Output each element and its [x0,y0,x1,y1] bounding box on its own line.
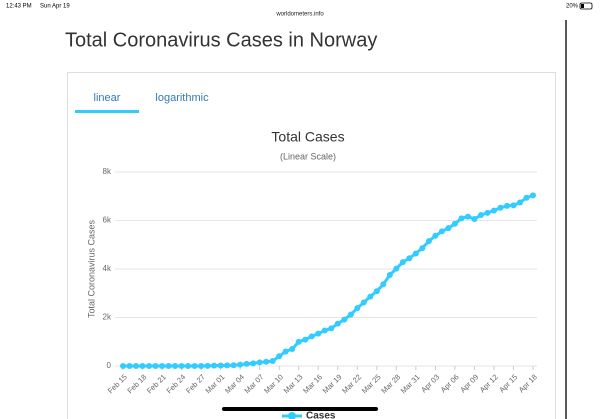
data-point [386,271,393,278]
data-point [185,363,192,369]
data-point [497,204,504,211]
data-point [295,338,302,345]
data-point [230,362,237,369]
battery-icon [579,2,593,10]
data-point [120,363,126,369]
data-point [490,207,497,214]
data-point [399,259,406,266]
data-point [406,255,413,262]
data-point [165,363,172,369]
data-point [419,245,426,252]
y-tick-label: 2k [103,313,112,322]
data-point [224,362,231,369]
page-title: Total Coronavirus Cases in Norway [65,29,377,51]
y-tick-label: 6k [103,216,112,225]
battery-level: 20% [566,4,579,10]
data-point [126,363,133,369]
y-tick-label: 8k [103,167,112,176]
data-point [269,358,276,365]
data-point [393,265,400,272]
data-point [432,232,439,239]
chart-card [67,72,556,419]
data-point [334,320,341,327]
data-point [263,358,270,365]
y-axis-title: Total Coronavirus Cases [86,219,96,318]
data-point [302,336,309,343]
data-point [367,293,374,300]
data-point [451,220,458,227]
data-point [328,325,335,332]
data-point [445,225,452,232]
data-point [360,299,367,306]
data-point [438,228,445,235]
data-point [237,361,244,368]
data-point [347,311,354,318]
data-point [341,316,348,323]
data-point [146,363,153,369]
data-point [250,360,257,367]
data-point [152,363,159,369]
data-point [289,345,296,352]
data-point [321,327,328,334]
data-point [159,363,166,369]
legend-marker [288,412,296,419]
data-point [412,250,419,257]
data-point [172,363,179,369]
data-point [530,192,536,199]
data-point [198,362,205,369]
tab-active-indicator [75,110,139,113]
data-point [510,202,517,209]
data-point [276,353,283,360]
data-point [380,281,387,288]
data-point [523,194,530,201]
status-time: 12:43 PM [6,4,32,10]
data-point [516,199,523,206]
legend-label: Cases [306,411,336,419]
data-point [139,363,146,369]
data-point [133,363,140,369]
data-point [211,362,218,369]
tab-logarithmic[interactable]: logarithmic [155,92,209,104]
chart-title: Total Cases [271,129,344,145]
data-point [464,213,471,220]
data-point [458,215,465,222]
data-point [315,330,322,337]
data-point [373,288,380,295]
data-point [282,348,289,355]
data-point [503,202,510,209]
data-point [204,362,211,369]
data-point [484,209,491,216]
data-point [477,211,484,218]
data-point [256,359,263,366]
y-tick-label: 4k [103,264,112,273]
tab-linear[interactable]: linear [94,92,121,104]
data-point [471,216,478,223]
status-date: Sun Apr 19 [40,4,70,10]
data-point [178,363,185,369]
data-point [308,333,315,340]
data-point [191,362,198,369]
data-point [354,305,361,312]
url[interactable]: worldometers.info [275,12,324,18]
data-point [243,360,250,367]
battery-fill [581,4,584,8]
data-point [425,238,432,245]
data-line [123,193,534,368]
y-tick-label: 0 [107,361,112,370]
chart-subtitle: (Linear Scale) [280,151,336,161]
data-point [217,362,224,369]
home-indicator [222,407,378,411]
